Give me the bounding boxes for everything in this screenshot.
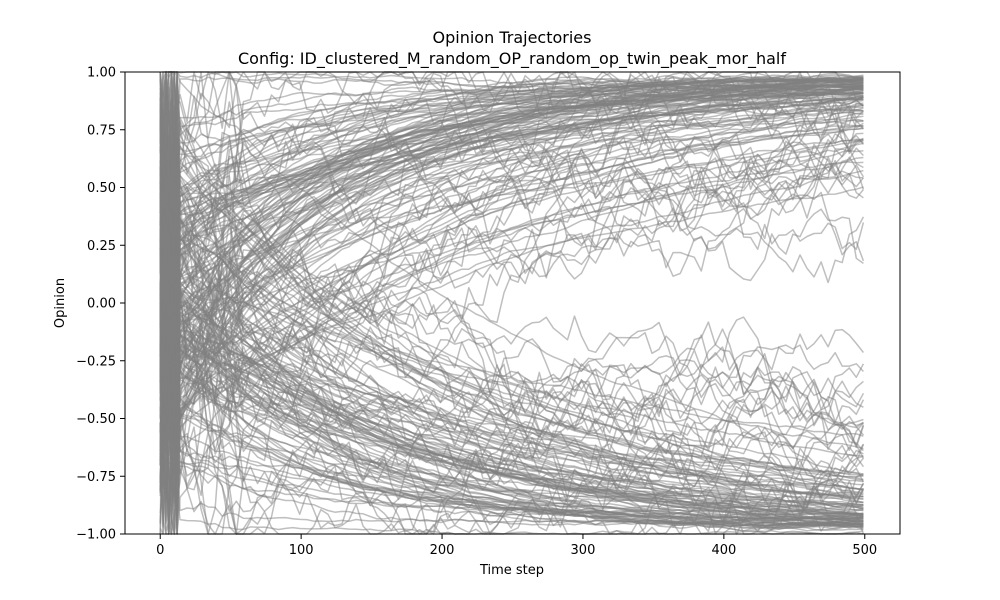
trajectory-line [159, 72, 864, 342]
trajectory-line [159, 83, 864, 363]
trajectory-line [159, 368, 864, 535]
trajectory-line [159, 132, 864, 412]
trajectory-line [159, 72, 864, 362]
trajectory-line [159, 71, 864, 518]
trajectory-line [159, 368, 864, 535]
trajectory-line [159, 73, 864, 535]
trajectory-line [159, 165, 864, 527]
trajectory-line [159, 124, 864, 451]
trajectory-line [159, 193, 864, 522]
trajectory-line [159, 90, 864, 452]
y-tick-label: 1.00 [87, 66, 116, 81]
trajectory-line [159, 207, 864, 525]
trajectory-line [159, 408, 864, 520]
trajectory-line [159, 256, 864, 518]
trajectory-line [159, 322, 864, 506]
chart-subtitle: Config: ID_clustered_M_random_OP_random_… [238, 49, 786, 69]
trajectory-line [159, 185, 865, 532]
y-tick-label: −0.75 [76, 470, 116, 485]
trajectory-line [159, 121, 864, 455]
chart-title: Opinion Trajectories [433, 28, 592, 47]
trajectory-line [159, 160, 864, 508]
trajectory-line [159, 138, 865, 516]
trajectory-line [159, 71, 864, 450]
x-tick-label: 100 [289, 543, 314, 558]
trajectory-line [159, 156, 865, 373]
y-axis-ticks: −1.00 −0.75 −0.50 −0.25 0.00 0.25 0.50 0.75 1.00 [76, 66, 125, 543]
y-tick-label: −0.50 [76, 412, 116, 427]
x-tick-label: 500 [852, 543, 877, 558]
trajectory-line [159, 107, 864, 401]
trajectory-line [160, 71, 864, 251]
trajectory-line [159, 106, 864, 269]
trajectory-line [159, 266, 864, 502]
trajectory-line [159, 196, 864, 418]
trajectory-line [159, 91, 864, 256]
trajectory-line [159, 294, 865, 525]
trajectory-line [159, 92, 864, 368]
y-tick-label: −1.00 [76, 528, 116, 543]
trajectory-line [159, 112, 864, 406]
trajectory-line [159, 84, 864, 519]
y-tick-label: 0.00 [87, 297, 116, 312]
trajectory-line [159, 81, 864, 289]
trajectory-line [159, 127, 864, 433]
trajectory-line [159, 81, 864, 483]
y-tick-label: 0.50 [87, 181, 116, 196]
trajectory-line [159, 71, 865, 484]
trajectory-line [159, 159, 865, 535]
trajectory-lines [159, 71, 865, 535]
trajectory-line [159, 101, 864, 478]
trajectory-line [159, 290, 865, 501]
y-axis-label: Opinion [53, 278, 68, 328]
x-tick-label: 0 [156, 543, 164, 558]
y-tick-label: 0.75 [87, 123, 116, 138]
trajectory-line [159, 317, 864, 535]
trajectory-line [159, 71, 864, 311]
trajectory-line [159, 249, 865, 433]
trajectory-line [159, 107, 864, 492]
trajectory-line [159, 77, 864, 453]
trajectory-line [159, 89, 864, 522]
trajectory-line [159, 91, 864, 394]
x-axis-ticks: 0 100 200 300 400 500 [156, 534, 877, 558]
x-tick-label: 200 [430, 543, 455, 558]
trajectory-line [159, 147, 864, 402]
trajectory-line [159, 149, 865, 503]
trajectory-line [159, 119, 864, 306]
trajectory-line [159, 303, 864, 509]
trajectory-line [159, 107, 865, 309]
x-tick-label: 400 [711, 543, 736, 558]
y-tick-label: 0.25 [87, 239, 116, 254]
trajectory-line [159, 415, 864, 535]
x-axis-label: Time step [479, 563, 544, 578]
trajectory-line [159, 153, 864, 355]
trajectory-line [159, 97, 864, 302]
y-tick-label: −0.25 [76, 354, 116, 369]
trajectory-line [159, 71, 864, 495]
x-tick-label: 300 [571, 543, 596, 558]
trajectory-line [159, 118, 864, 302]
